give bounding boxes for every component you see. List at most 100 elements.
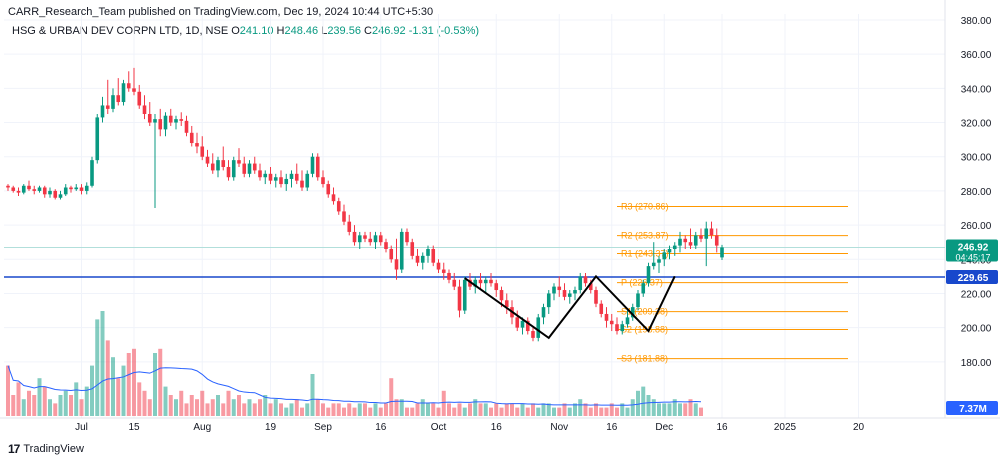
volume-bar [231, 399, 236, 416]
candle-body [142, 105, 147, 114]
volume-bar [441, 390, 446, 416]
candle-body [662, 252, 667, 260]
candle-body [21, 185, 26, 193]
open-value: 241.10 [239, 25, 274, 37]
volume-bar [331, 403, 336, 416]
candle-body [205, 156, 210, 164]
candle-body [604, 313, 609, 321]
candle-body [158, 119, 163, 130]
volume-bar [90, 365, 94, 416]
candle-body [221, 160, 226, 167]
candle-body [405, 231, 409, 243]
volume-bar [6, 365, 10, 416]
volume-bar [594, 403, 598, 416]
symbol-name[interactable]: HSG & URBAN DEV CORPN LTD, 1D, NSE [12, 25, 229, 37]
volume-bar [420, 399, 425, 416]
candle-body [504, 300, 509, 308]
candle-body [688, 242, 693, 246]
volume-bar [636, 390, 640, 416]
volume-bar [688, 399, 693, 416]
candle-body [179, 119, 184, 121]
candle-body [174, 119, 178, 123]
change-value: -1.31 (-0.53%) [408, 25, 480, 37]
y-tick-label: 260.00 [961, 221, 992, 232]
volume-bar [651, 399, 656, 416]
candle-body [536, 317, 541, 338]
volume-bar [111, 357, 115, 416]
candle-body [237, 160, 241, 164]
volume-bar [578, 399, 583, 416]
candle-body [431, 249, 436, 263]
close-label: C [364, 25, 372, 37]
x-tick-label: 19 [265, 422, 277, 433]
support-tag-text: 229.65 [958, 273, 989, 284]
volume-bar [599, 407, 604, 416]
candle-body [326, 184, 331, 195]
volume-bar [237, 395, 241, 416]
candle-body [231, 160, 236, 178]
x-tick-label: Aug [193, 422, 211, 433]
candle-body [268, 173, 273, 181]
candle-body [300, 180, 304, 188]
volume-bar [347, 403, 352, 416]
candle-body [646, 266, 651, 284]
candle-body [263, 173, 268, 178]
volume-bar [342, 407, 346, 416]
candle-body [636, 293, 640, 308]
volume-bar [48, 399, 52, 416]
candle-body [368, 238, 373, 243]
candle-body [163, 115, 168, 130]
candle-body [483, 279, 488, 284]
tradingview-mark-icon: 17 [8, 442, 20, 456]
volume-bar [294, 399, 299, 416]
candle-body [336, 201, 341, 212]
candle-body [16, 190, 21, 193]
candle-body [284, 178, 289, 185]
volume-bar [415, 403, 420, 416]
y-tick-label: 380.00 [961, 16, 992, 27]
support-tag [946, 269, 998, 284]
candle-body [279, 177, 283, 185]
candle-body [494, 283, 499, 291]
candle-body [520, 320, 525, 328]
candle-body [462, 279, 467, 311]
candle-body [195, 143, 199, 147]
candle-body [588, 283, 593, 291]
candle-body [693, 235, 698, 246]
volume-bar [195, 399, 199, 416]
candle-body [79, 187, 84, 191]
candle-body [583, 276, 588, 284]
volume-bar [179, 390, 184, 416]
candle-body [216, 160, 220, 171]
pivot-label: P (226.37) [621, 278, 663, 288]
y-tick-label: 360.00 [961, 50, 992, 61]
candle-body [210, 163, 215, 171]
volume-bar [42, 386, 47, 416]
candle-body [247, 163, 252, 174]
volume-bar [21, 399, 26, 416]
volume-bar [158, 348, 163, 416]
volume-bar [546, 403, 551, 416]
volume-bar [142, 390, 147, 416]
candle-body [105, 105, 110, 109]
volume-bar [483, 403, 488, 416]
candle-body [184, 120, 189, 133]
candle-body [53, 190, 58, 198]
candle-body [273, 177, 278, 181]
volume-bar [667, 403, 672, 416]
x-tick-label: 16 [491, 422, 503, 433]
candle-body [457, 286, 462, 311]
tradingview-logo[interactable]: 17 TradingView [8, 442, 84, 456]
volume-bar [478, 403, 483, 416]
x-tick-label: Jul [75, 422, 88, 433]
y-tick-label: 280.00 [961, 187, 992, 198]
candle-body [515, 317, 520, 328]
candle-body [426, 249, 430, 256]
volume-bar [620, 403, 625, 416]
volume-bar [79, 399, 84, 416]
volume-bar [189, 395, 194, 416]
candle-body [531, 331, 535, 338]
candle-body [331, 194, 336, 202]
volume-bar [405, 407, 409, 416]
